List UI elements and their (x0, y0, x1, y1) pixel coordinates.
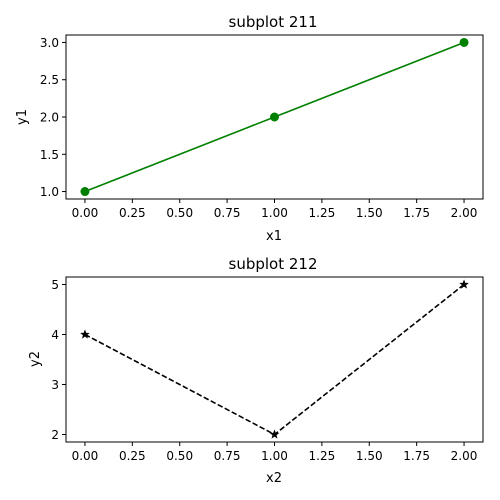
subplot-212-xtick-label: 0.00 (72, 449, 99, 463)
subplot-211-data-point (459, 37, 469, 47)
subplot-212-xtick-label: 1.75 (403, 449, 430, 463)
subplot-212-xtick-label: 1.25 (309, 449, 336, 463)
subplot-211-data-point (270, 112, 279, 122)
subplot-212-frame (65, 276, 484, 443)
subplot-212: subplot 212 0.00 0.25 0.50 0.75 1.00 1.25 1.50… (28, 255, 484, 486)
subplot-211-xtick-label: 0.75 (214, 206, 241, 220)
subplot-212-ytick-label: 3 (51, 378, 59, 392)
subplot-211-xtick-label: 1.50 (356, 206, 383, 220)
subplot-211-xtick-label: 0.50 (166, 206, 193, 220)
subplot-212-data-point (269, 429, 280, 439)
subplot-211-xtick-label: 1.75 (403, 206, 430, 220)
subplot-211-frame (65, 34, 484, 200)
subplot-211: subplot 211 0.00 0.25 0.50 0.75 1.00 1.25 1.50… (15, 13, 484, 244)
subplot-211-ytick-label: 2.0 (40, 111, 59, 125)
subplot-212-data-point (80, 329, 90, 339)
subplot-211-plot (80, 37, 469, 197)
subplot-211-ylabel: y1 (15, 109, 30, 125)
subplot-212-data-point (459, 279, 469, 289)
subplot-211-ytick-label: 1.0 (40, 185, 59, 199)
subplot-212-ylabel: y2 (28, 351, 43, 367)
subplot-211-ytick-label: 3.0 (40, 36, 59, 50)
subplot-212-ytick-label: 2 (51, 428, 59, 442)
subplot-211-xtick-label: 0.00 (72, 206, 99, 220)
subplot-211-xlabel: x1 (266, 229, 282, 244)
subplot-211-ytick-label: 2.5 (40, 73, 59, 87)
subplot-212-xtick-label: 0.75 (214, 449, 241, 463)
subplot-212-xlabel: x2 (266, 471, 282, 486)
subplot-212-ytick-label: 5 (51, 278, 59, 292)
subplot-211-xtick-label: 1.25 (309, 206, 336, 220)
subplot-211-xtick-label: 1.00 (261, 206, 288, 220)
subplot-212-ticks: 0.00 0.25 0.50 0.75 1.00 1.25 1.50 1.75 2.00 2 3 4 5 (51, 278, 477, 463)
subplot-211-xtick-label: 0.25 (119, 206, 146, 220)
subplot-212-xtick-label: 1.00 (261, 449, 288, 463)
subplot-212-xtick-label: 0.25 (119, 449, 146, 463)
subplot-211-ytick-label: 1.5 (40, 148, 59, 162)
subplot-212-title: subplot 212 (229, 255, 318, 273)
subplot-211-title: subplot 211 (229, 13, 318, 31)
subplot-212-xtick-label: 1.50 (356, 449, 383, 463)
subplot-211-data-point (80, 187, 90, 197)
subplot-211-ticks: 0.00 0.25 0.50 0.75 1.00 1.25 1.50 1.75 2.00 1.0 1… (40, 36, 477, 220)
subplot-211-xtick-label: 2.00 (451, 206, 478, 220)
subplot-212-xtick-label: 2.00 (451, 449, 478, 463)
subplot-212-ytick-label: 4 (51, 328, 59, 342)
subplot-212-plot (80, 279, 469, 439)
subplot-212-xtick-label: 0.50 (166, 449, 193, 463)
